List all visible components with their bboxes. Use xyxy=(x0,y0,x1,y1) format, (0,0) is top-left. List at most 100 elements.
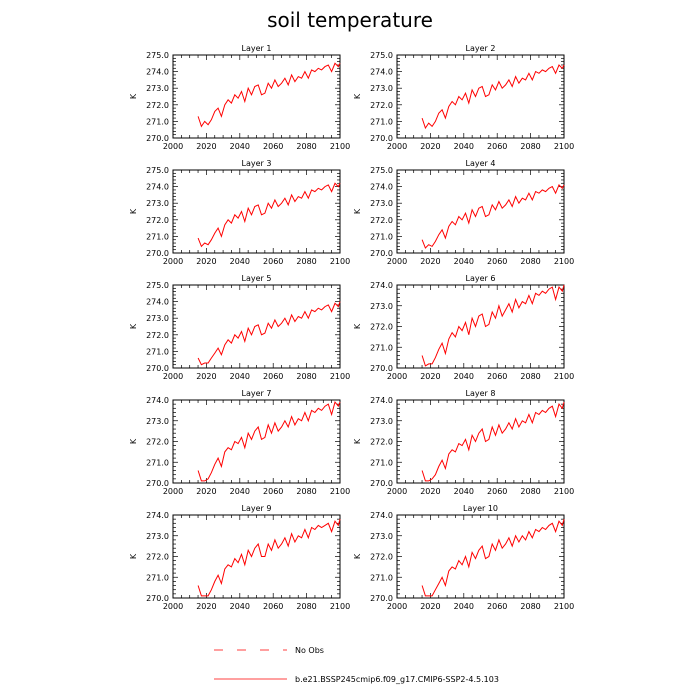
y-tick-label: 273.0 xyxy=(146,199,169,208)
x-tick-label: 2080 xyxy=(520,257,540,266)
legend-solid-label: b.e21.BSSP245cmip6.f09_g17.CMIP6-SSP2-4.… xyxy=(295,675,499,684)
y-tick-label: 271.0 xyxy=(370,343,393,352)
x-tick-label: 2100 xyxy=(554,372,574,381)
x-tick-label: 2040 xyxy=(230,602,250,611)
x-tick-label: 2080 xyxy=(296,372,316,381)
panel-title: Layer 6 xyxy=(466,274,496,283)
y-tick-label: 272.0 xyxy=(370,438,393,447)
series-line xyxy=(421,518,565,597)
y-tick-label: 274.0 xyxy=(370,396,393,405)
x-tick-label: 2100 xyxy=(330,142,350,151)
x-tick-label: 2060 xyxy=(487,602,507,611)
x-tick-label: 2100 xyxy=(330,257,350,266)
x-tick-label: 2040 xyxy=(454,372,474,381)
y-tick-label: 274.0 xyxy=(146,298,169,307)
series-line xyxy=(421,284,565,367)
y-tick-label: 274.0 xyxy=(146,396,169,405)
y-tick-label: 275.0 xyxy=(146,166,169,175)
series-line xyxy=(197,401,341,482)
panel-layer-6: Layer 6 K 270.0 271.0 272.0 273.0 274.0 2000 202… xyxy=(353,274,574,381)
series-line xyxy=(421,401,565,482)
x-tick-label: 2060 xyxy=(263,602,283,611)
x-tick-label: 2060 xyxy=(263,142,283,151)
y-tick-label: 272.0 xyxy=(370,323,393,332)
x-tick-label: 2080 xyxy=(296,602,316,611)
x-tick-label: 2080 xyxy=(296,257,316,266)
figure-title: soil temperature xyxy=(267,8,433,32)
panel-layer-4: Layer 4 K 270.0 271.0 272.0 273.0 274.0 275.0 20… xyxy=(353,159,574,266)
x-tick-label: 2100 xyxy=(554,602,574,611)
plot-frame xyxy=(172,169,341,254)
panel-title: Layer 4 xyxy=(466,159,496,168)
x-tick-label: 2060 xyxy=(487,257,507,266)
y-tick-label: 273.0 xyxy=(146,417,169,426)
y-tick-label: 270.0 xyxy=(146,249,169,258)
x-tick-label: 2000 xyxy=(387,372,407,381)
panel-title: Layer 1 xyxy=(242,44,272,53)
x-tick-label: 2100 xyxy=(330,372,350,381)
y-tick-label: 270.0 xyxy=(370,594,393,603)
x-tick-label: 2100 xyxy=(330,487,350,496)
y-tick-label: 273.0 xyxy=(370,84,393,93)
x-tick-label: 2040 xyxy=(230,487,250,496)
plot-frame xyxy=(172,284,341,369)
y-tick-label: 271.0 xyxy=(146,117,169,126)
x-tick-label: 2020 xyxy=(420,372,440,381)
x-tick-label: 2040 xyxy=(454,142,474,151)
y-tick-label: 270.0 xyxy=(370,249,393,258)
y-tick-label: 275.0 xyxy=(146,281,169,290)
y-axis-label: K xyxy=(129,553,138,559)
panel-layer-8: Layer 8 K 270.0 271.0 272.0 273.0 274.0 2000 202… xyxy=(353,389,574,496)
x-tick-label: 2000 xyxy=(163,142,183,151)
y-axis-label: K xyxy=(129,93,138,99)
x-tick-label: 2000 xyxy=(387,487,407,496)
y-tick-label: 275.0 xyxy=(146,51,169,60)
y-tick-label: 274.0 xyxy=(370,68,393,77)
y-axis-label: K xyxy=(353,438,362,444)
panel-layer-10: Layer 10 K 270.0 271.0 272.0 273.0 274.0 2000 20… xyxy=(353,504,574,611)
x-tick-label: 2000 xyxy=(163,372,183,381)
y-tick-label: 273.0 xyxy=(370,532,393,541)
y-axis-label: K xyxy=(353,323,362,329)
x-tick-label: 2000 xyxy=(163,487,183,496)
x-tick-label: 2080 xyxy=(520,372,540,381)
series-line xyxy=(421,64,565,130)
y-tick-label: 271.0 xyxy=(146,573,169,582)
x-tick-label: 2080 xyxy=(296,487,316,496)
x-tick-label: 2020 xyxy=(420,487,440,496)
y-tick-label: 273.0 xyxy=(370,417,393,426)
y-tick-label: 272.0 xyxy=(146,331,169,340)
y-axis-label: K xyxy=(353,93,362,99)
series-line xyxy=(421,184,565,249)
x-tick-label: 2100 xyxy=(330,602,350,611)
x-tick-label: 2040 xyxy=(230,257,250,266)
y-axis-label: K xyxy=(129,323,138,329)
panel-title: Layer 2 xyxy=(466,44,496,53)
panel-layer-1: Layer 1 K 270.0 271.0 272.0 273.0 274.0 275.0 20… xyxy=(129,44,350,151)
y-tick-label: 270.0 xyxy=(370,134,393,143)
legend: No Obs b.e21.BSSP245cmip6.f09_g17.CMIP6-… xyxy=(214,646,499,684)
y-tick-label: 273.0 xyxy=(370,302,393,311)
panel-title: Layer 3 xyxy=(242,159,272,168)
x-tick-label: 2020 xyxy=(420,142,440,151)
series-line xyxy=(197,301,341,366)
x-tick-label: 2060 xyxy=(263,372,283,381)
y-tick-label: 272.0 xyxy=(146,101,169,110)
x-tick-label: 2000 xyxy=(163,257,183,266)
y-tick-label: 273.0 xyxy=(146,532,169,541)
panel-layer-5: Layer 5 K 270.0 271.0 272.0 273.0 274.0 275.0 20… xyxy=(129,274,350,381)
x-tick-label: 2060 xyxy=(487,372,507,381)
x-tick-label: 2040 xyxy=(230,142,250,151)
y-axis-label: K xyxy=(353,553,362,559)
series-line xyxy=(197,62,341,128)
panels: Layer 1 K 270.0 271.0 272.0 273.0 274.0 275.0 20… xyxy=(129,44,574,611)
y-axis-label: K xyxy=(129,208,138,214)
y-tick-label: 273.0 xyxy=(146,84,169,93)
x-tick-label: 2000 xyxy=(387,142,407,151)
y-tick-label: 270.0 xyxy=(146,134,169,143)
y-tick-label: 275.0 xyxy=(370,51,393,60)
x-tick-label: 2020 xyxy=(196,487,216,496)
plot-frame xyxy=(396,54,565,139)
plot-frame xyxy=(172,54,341,139)
